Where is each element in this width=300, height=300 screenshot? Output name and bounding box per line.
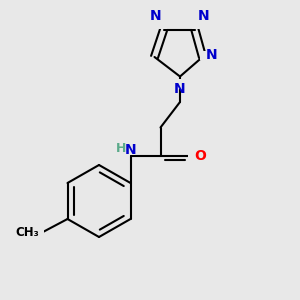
Text: O: O <box>194 149 206 163</box>
Bar <box>200 51 211 60</box>
Bar <box>117 144 135 155</box>
Text: CH₃: CH₃ <box>16 226 40 239</box>
Bar <box>188 152 200 160</box>
Text: H: H <box>116 142 127 155</box>
Bar <box>26 228 44 237</box>
Bar <box>173 79 187 89</box>
Text: N: N <box>206 49 218 62</box>
Bar <box>192 20 204 28</box>
Text: N: N <box>124 143 136 157</box>
Text: N: N <box>197 9 209 23</box>
Bar <box>154 20 166 28</box>
Text: N: N <box>149 9 161 23</box>
Text: N: N <box>174 82 186 96</box>
